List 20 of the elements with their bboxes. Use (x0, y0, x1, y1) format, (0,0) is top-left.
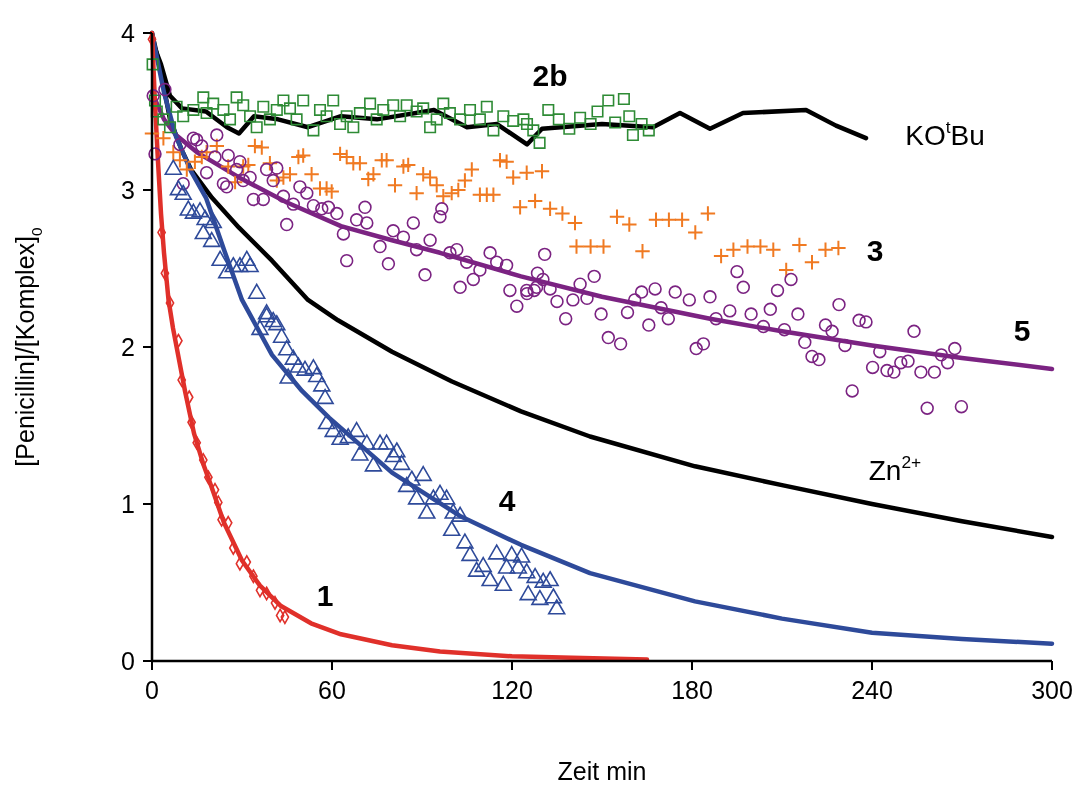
x-axis-title: Zeit min (557, 757, 647, 785)
series-label: 3 (866, 233, 884, 267)
y-tick-label: 0 (121, 646, 135, 675)
series-label: 1 (316, 578, 334, 612)
series-label: Zn$^{2+}$ (868, 452, 922, 486)
series-label: 5 (1013, 313, 1031, 347)
y-tick-label: 3 (121, 175, 135, 204)
series-label: KO$^{t}$Bu (905, 117, 985, 151)
x-tick-label: 60 (318, 676, 346, 704)
x-tick-label: 180 (671, 676, 713, 704)
y-tick-label: 4 (121, 18, 136, 47)
x-tick-label: 120 (491, 676, 533, 704)
x-tick-label: 0 (145, 676, 159, 704)
x-tick-label: 240 (851, 676, 893, 704)
series-label: 2b (532, 58, 568, 92)
x-tick-label: 300 (1031, 676, 1073, 704)
y-tick-label: 2 (121, 332, 135, 361)
line-series (149, 90, 1055, 372)
series-label: 4 (498, 483, 516, 517)
y-tick-label: 1 (121, 489, 135, 518)
